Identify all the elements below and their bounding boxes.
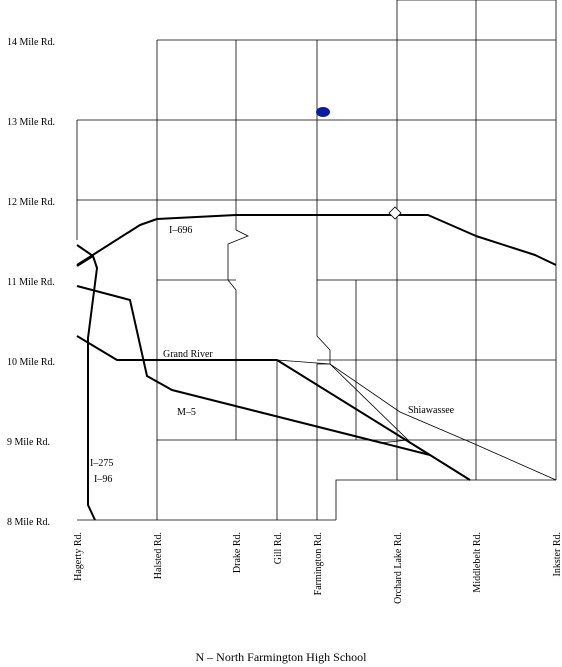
grand-river-route <box>76 335 471 481</box>
road-label-drake: Drake Rd. <box>232 532 243 573</box>
label-grand-river: Grand River <box>163 349 213 360</box>
label-m5: M–5 <box>177 407 196 418</box>
label-shiawassee: Shiawassee <box>408 405 455 416</box>
label-i96: I–96 <box>94 474 112 485</box>
road-label-13-mile: 13 Mile Rd. <box>7 117 55 128</box>
road-label-12-mile: 12 Mile Rd. <box>7 197 55 208</box>
i275-route <box>76 244 98 521</box>
road-label-gill: Gill Rd. <box>273 532 284 564</box>
interchange-diamond-icon <box>388 206 402 220</box>
i96-route <box>76 255 94 267</box>
road-label-9-mile: 9 Mile Rd. <box>7 437 50 448</box>
highway-labels: I–696 Grand River M–5 Shiawassee I–275 I… <box>90 225 455 485</box>
m5-route <box>76 285 431 456</box>
school-marker-icon <box>316 107 330 117</box>
label-i275: I–275 <box>90 458 113 469</box>
road-label-8-mile: 8 Mile Rd. <box>7 517 50 528</box>
road-label-11-mile: 11 Mile Rd. <box>7 277 55 288</box>
vertical-road-labels: Hagerty Rd. Halsted Rd. Drake Rd. Gill R… <box>73 532 562 604</box>
i696-route <box>76 214 557 266</box>
road-label-farmington: Farmington Rd. <box>313 532 324 595</box>
grid-lines <box>76 0 557 521</box>
road-label-middlebelt: Middlebelt Rd. <box>472 532 483 593</box>
road-label-halsted: Halsted Rd. <box>153 532 164 579</box>
road-label-orchard-lake: Orchard Lake Rd. <box>393 532 404 604</box>
road-label-inkster: Inkster Rd. <box>552 532 562 576</box>
highways <box>76 214 557 521</box>
road-label-14-mile: 14 Mile Rd. <box>7 37 55 48</box>
map-caption: N – North Farmington High School <box>195 650 367 664</box>
label-i696: I–696 <box>169 225 192 236</box>
horizontal-road-labels: 14 Mile Rd. 13 Mile Rd. 12 Mile Rd. 11 M… <box>7 37 55 528</box>
minor-diagonals <box>276 359 557 481</box>
road-label-10-mile: 10 Mile Rd. <box>7 357 55 368</box>
road-label-hagerty: Hagerty Rd. <box>73 532 84 581</box>
